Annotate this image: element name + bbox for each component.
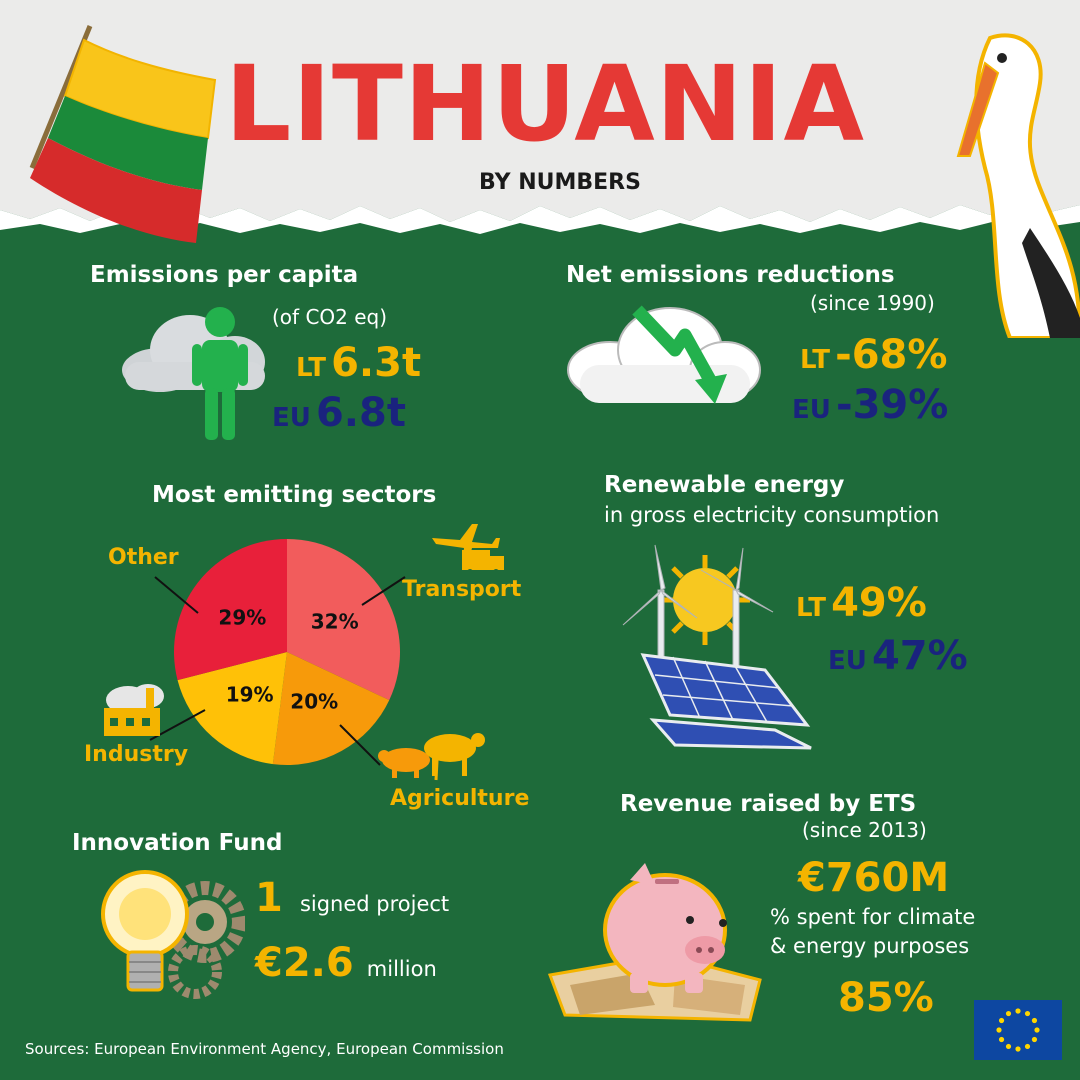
eu-emissions-value: 6.8t (315, 390, 406, 436)
cloud-down-arrow-icon (567, 305, 761, 404)
lt-reduction-value: -68% (835, 332, 948, 378)
eu-star (1005, 1010, 1012, 1017)
lithuania-flag-icon (29, 25, 217, 243)
agriculture-icon (378, 733, 485, 781)
pie-legend-other: Other (108, 545, 179, 570)
pie-legend-industry: Industry (84, 742, 189, 767)
eu-label: EU (828, 646, 867, 676)
ets-heading: Revenue raised by ETS (620, 791, 917, 817)
page-subtitle: BY NUMBERS (479, 170, 641, 195)
pie-legend-transport: Transport (402, 577, 522, 602)
lt-label: LT (800, 345, 830, 375)
eu-star (1024, 1010, 1031, 1017)
eu-star (998, 1017, 1005, 1024)
ets-amount: €760M (798, 855, 950, 901)
lt-label: LT (796, 593, 826, 623)
renewable-sub: in gross electricity consumption (604, 503, 940, 527)
sources-note: Sources: European Environment Agency, Eu… (25, 1040, 504, 1058)
pie-legend-agriculture: Agriculture (390, 786, 530, 811)
pie-label-other: 29% (218, 605, 266, 629)
eu-star (1005, 1043, 1012, 1050)
pie-label-agriculture: 20% (290, 690, 338, 714)
piggy-bank-icon (547, 863, 762, 1022)
renewable-heading: Renewable energy (604, 472, 845, 498)
pie-slice-industry (177, 652, 287, 765)
eu-label: EU (272, 403, 311, 433)
sectors-pie-chart: 32% 20% 19% 29% (174, 539, 400, 765)
ets-line1: % spent for climate (770, 905, 976, 929)
eu-flag-icon (974, 1000, 1062, 1060)
eu-star (1031, 1017, 1038, 1024)
eu-star (1034, 1027, 1040, 1033)
innovation-amount: €2.6 (255, 940, 354, 986)
innovation-heading: Innovation Fund (72, 830, 283, 856)
emissions-unit-note: (of CO2 eq) (272, 305, 388, 329)
net-reductions-since: (since 1990) (810, 291, 935, 315)
wind-solar-icon (622, 544, 812, 750)
innovation-count-text: signed project (299, 892, 450, 916)
pie-label-transport: 32% (311, 610, 359, 634)
eu-star (1024, 1043, 1031, 1050)
industry-icon (104, 684, 164, 736)
stork-icon (956, 33, 1080, 338)
innovation-amount-text: million (366, 957, 437, 981)
eu-star (1031, 1036, 1038, 1043)
net-reductions-heading: Net emissions reductions (566, 262, 895, 288)
lt-renewable-value: 49% (831, 580, 927, 626)
eu-renewable-value: 47% (871, 633, 968, 679)
pie-slice-agriculture (272, 652, 390, 765)
ets-line2: & energy purposes (770, 934, 970, 958)
eu-star (996, 1027, 1002, 1033)
pie-slice-other (174, 539, 287, 681)
eu-star (998, 1036, 1005, 1043)
person-cloud-icon (122, 307, 265, 440)
pie-slice-transport (287, 539, 400, 701)
eu-label: EU (792, 395, 831, 425)
lt-emissions-value: 6.3t (331, 340, 422, 386)
eu-star (1015, 1046, 1021, 1052)
lt-label: LT (296, 353, 326, 383)
header-paper (0, 0, 1080, 234)
emissions-per-capita-heading: Emissions per capita (90, 262, 359, 288)
ets-percent: 85% (838, 975, 934, 1021)
lightbulb-gear-icon (101, 870, 245, 999)
pie-label-industry: 19% (226, 682, 274, 706)
sectors-heading: Most emitting sectors (152, 482, 437, 508)
page-title: LITHUANIA (225, 43, 865, 165)
transport-icon (432, 524, 504, 575)
innovation-count: 1 (255, 875, 283, 921)
ets-since: (since 2013) (802, 818, 927, 842)
eu-star (1015, 1008, 1021, 1014)
eu-reduction-value: -39% (835, 382, 949, 428)
